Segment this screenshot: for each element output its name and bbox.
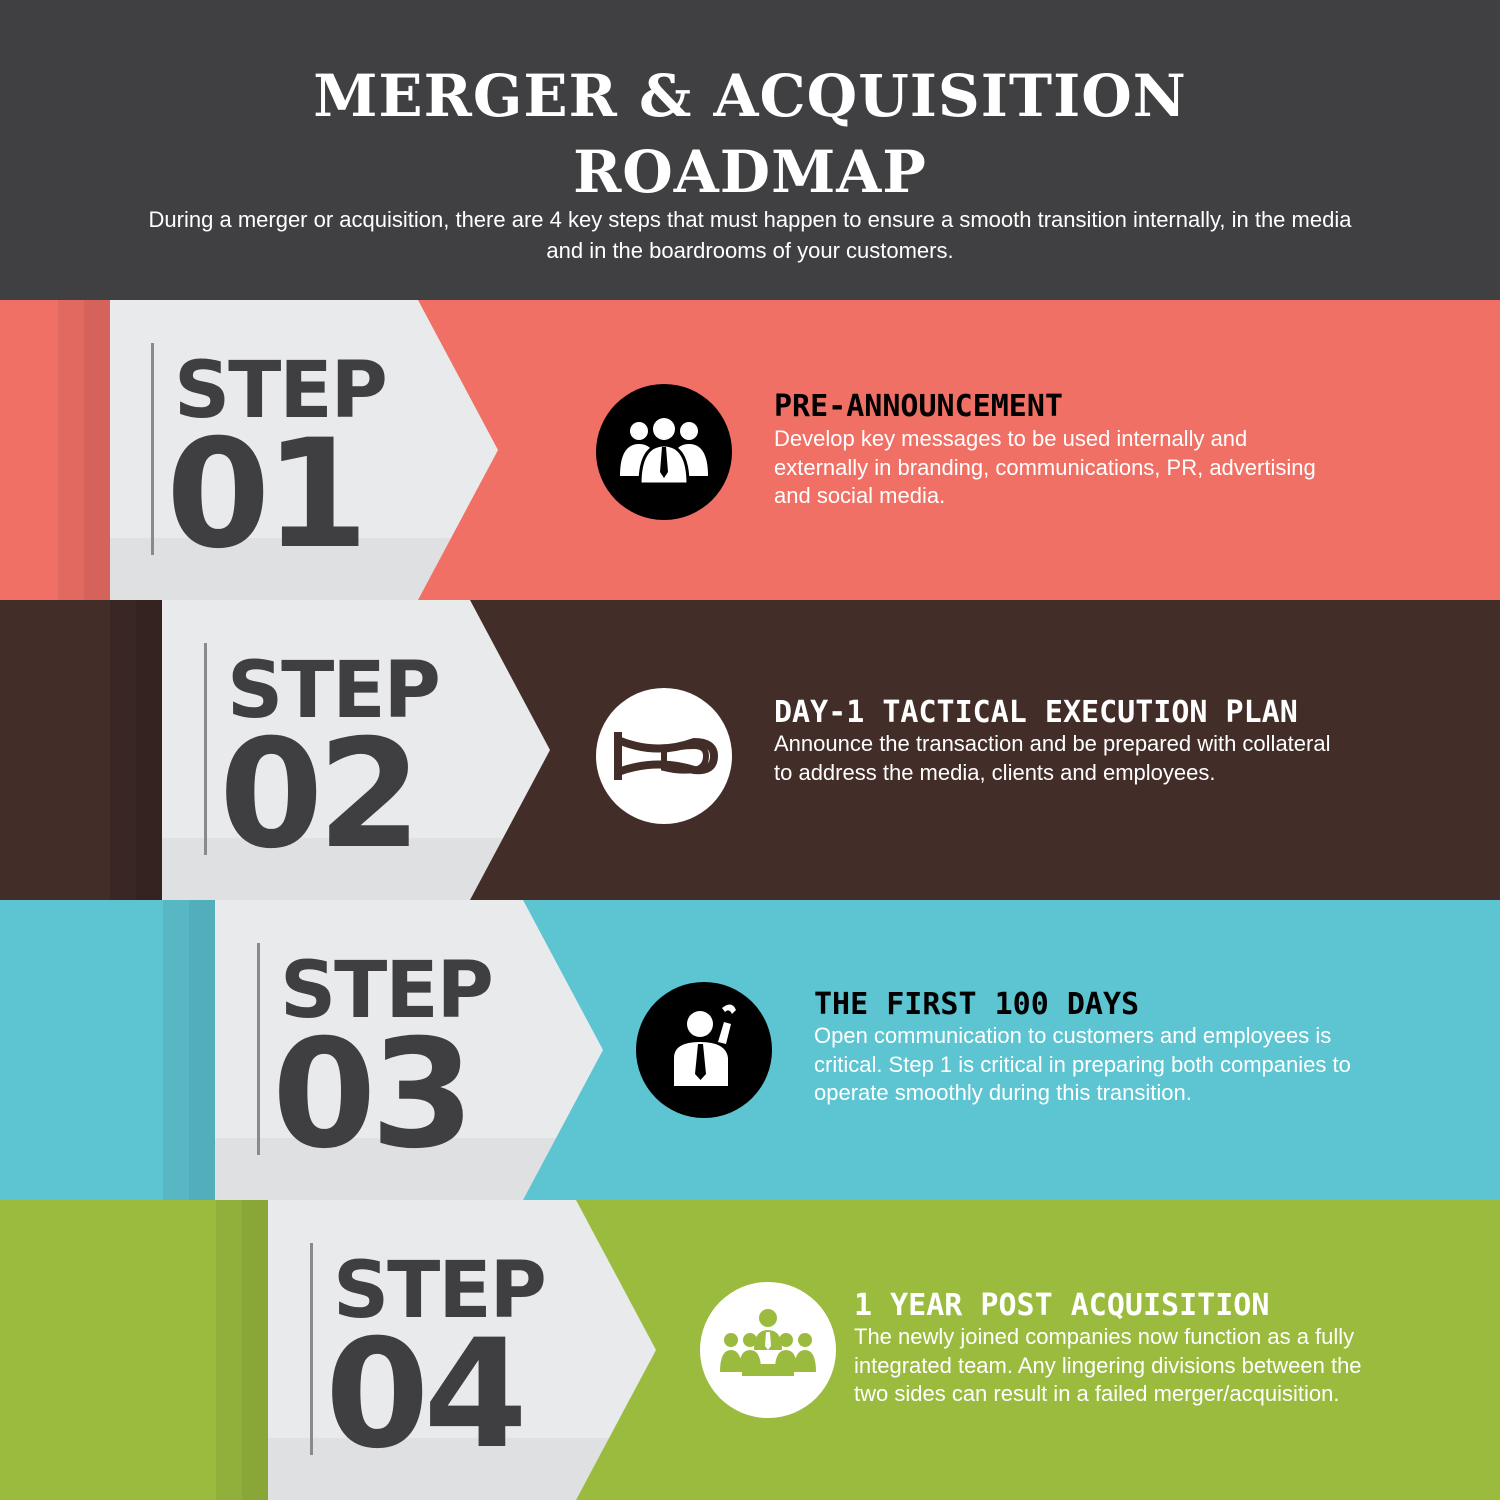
businessman-phone-icon <box>674 1004 736 1086</box>
step-2-number: 02 <box>219 708 422 882</box>
step-4-desc-line: The newly joined companies now function … <box>854 1324 1355 1349</box>
step-4-desc-line: integrated team. Any lingering divisions… <box>854 1352 1362 1378</box>
step-4-title: 1 YEAR POST ACQUISITION <box>854 1288 1270 1323</box>
step-4-arrow <box>268 1200 656 1500</box>
step-1-desc-line: Develop key messages to be used internal… <box>774 426 1248 451</box>
step-4-band: STEP 04 1 YEAR POST ACQUISITION The newl… <box>0 1200 1500 1500</box>
step-2-description: Announce the transaction and be prepared… <box>774 730 1330 787</box>
step-2-arrow <box>162 600 550 900</box>
step-3-arrow <box>215 900 603 1200</box>
step-4-description: The newly joined companies now function … <box>854 1323 1362 1409</box>
intro-text: During a merger or acquisition, there ar… <box>80 204 1420 266</box>
step-1-icon <box>596 384 732 520</box>
horn-icon <box>614 732 718 780</box>
title-line-1: MERGER & ACQUISITION <box>313 62 1187 130</box>
step-3-band: STEP 03 THE FIRST 100 DAYS Open communic… <box>0 900 1500 1200</box>
step-4-icon <box>700 1282 836 1418</box>
meeting-table-icon <box>720 1309 816 1376</box>
step-1-desc-line: externally in branding, communications, … <box>774 454 1316 480</box>
step-4-desc-line: two sides can result in a failed merger/… <box>854 1381 1340 1406</box>
intro-line-1: During a merger or acquisition, there ar… <box>148 207 1352 232</box>
step-2-divider <box>204 643 207 855</box>
step-3-number: 03 <box>272 1008 475 1182</box>
step-3-word: STEP <box>280 946 494 1036</box>
step-2-desc-line: to address the media, clients and employ… <box>774 759 1216 785</box>
step-1-description: Develop key messages to be used internal… <box>774 425 1316 511</box>
step-1-number: 01 <box>166 408 369 582</box>
step-3-icon <box>636 982 772 1118</box>
step-4-number: 04 <box>325 1308 528 1482</box>
step-1-shadow <box>58 300 110 600</box>
step-2-shadow <box>110 600 162 900</box>
step-1-desc-line: and social media. <box>774 483 946 508</box>
step-2-band: STEP 02 DAY-1 TACTICAL EXECUTION PLAN An… <box>0 600 1500 900</box>
intro-line-2: and in the boardrooms of your customers. <box>546 238 954 263</box>
step-2-icon <box>596 688 732 824</box>
step-2-title: DAY-1 TACTICAL EXECUTION PLAN <box>774 695 1298 730</box>
step-2-desc-line: Announce the transaction and be prepared… <box>774 731 1331 756</box>
title-line-2: ROADMAP <box>573 138 927 206</box>
step-4-word: STEP <box>333 1246 547 1336</box>
step-3-description: Open communication to customers and empl… <box>814 1022 1351 1108</box>
step-4-divider <box>310 1243 313 1455</box>
step-3-divider <box>257 943 260 1155</box>
step-4-shadow <box>216 1200 268 1500</box>
step-1-title: PRE-ANNOUNCEMENT <box>774 389 1063 424</box>
page-title: MERGER & ACQUISITION ROADMAP <box>0 58 1500 210</box>
step-1-band: STEP 01 PRE-ANNOUNCEMENT Develop key mes… <box>0 300 1500 600</box>
step-3-title: THE FIRST 100 DAYS <box>814 987 1140 1022</box>
step-1-arrow <box>110 300 498 600</box>
header: MERGER & ACQUISITION ROADMAP During a me… <box>0 0 1500 300</box>
step-3-shadow <box>163 900 215 1200</box>
step-3-desc-line: operate smoothly during this transition. <box>814 1080 1192 1105</box>
step-1-divider <box>151 343 154 555</box>
step-3-desc-line: Open communication to customers and empl… <box>814 1023 1332 1048</box>
step-3-desc-line: critical. Step 1 is critical in preparin… <box>814 1051 1351 1077</box>
business-team-icon <box>620 418 708 486</box>
step-1-word: STEP <box>174 346 388 436</box>
step-2-word: STEP <box>227 646 441 736</box>
